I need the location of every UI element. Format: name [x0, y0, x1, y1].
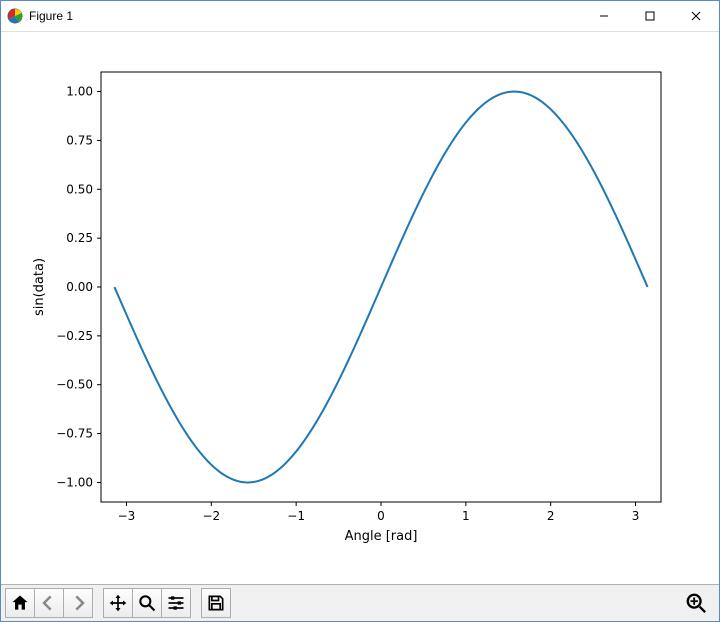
y-tick-label: −0.25: [56, 329, 93, 343]
toolbar-separator: [93, 588, 103, 618]
y-tick-label: 0.75: [66, 133, 93, 147]
forward-button[interactable]: [63, 588, 93, 618]
minimize-button[interactable]: [581, 1, 627, 31]
plot-canvas[interactable]: −3 −2 −1 0 1 2 3 −1.00 −0.75 −0.50 −0.25 0.00 0.25 0.…: [1, 32, 719, 586]
y-tick-label: 0.25: [66, 231, 93, 245]
y-tick-label: 0.50: [66, 182, 93, 196]
y-tick-label: −1.00: [56, 475, 93, 489]
zoom-button[interactable]: [132, 588, 162, 618]
titlebar: Figure 1: [1, 1, 719, 32]
y-tick-label: −0.75: [56, 427, 93, 441]
matplotlib-icon: [7, 8, 23, 24]
x-axis-label: Angle [rad]: [345, 529, 418, 544]
y-tick-label: −0.50: [56, 378, 93, 392]
figure-window: Figure 1 −3 −2 −1 0 1 2 3 −1.00 −0.75 −0.50 −0.25 0…: [0, 0, 720, 622]
y-tick-label: 1.00: [66, 85, 93, 99]
y-tick-label: 0.00: [66, 280, 93, 294]
x-tick-label: 2: [547, 509, 555, 523]
maximize-button[interactable]: [627, 1, 673, 31]
configure-subplots-button[interactable]: [161, 588, 191, 618]
navigation-toolbar: [1, 584, 719, 621]
pan-button[interactable]: [103, 588, 133, 618]
x-tick-label: −1: [287, 509, 305, 523]
back-button[interactable]: [34, 588, 64, 618]
x-tick-label: 1: [462, 509, 470, 523]
x-tick-label: 3: [632, 509, 640, 523]
y-axis-label: sin(data): [32, 258, 47, 316]
toolbar-separator: [191, 588, 201, 618]
x-tick-label: 0: [377, 509, 385, 523]
home-button[interactable]: [5, 588, 35, 618]
x-tick-label: −3: [118, 509, 136, 523]
window-title: Figure 1: [29, 9, 73, 23]
plot-area: −3 −2 −1 0 1 2 3 −1.00 −0.75 −0.50 −0.25 0.00 0.25 0.…: [1, 32, 719, 584]
zoom-status-icon[interactable]: [681, 588, 711, 618]
save-button[interactable]: [201, 588, 231, 618]
x-tick-label: −2: [202, 509, 220, 523]
close-button[interactable]: [673, 1, 719, 31]
